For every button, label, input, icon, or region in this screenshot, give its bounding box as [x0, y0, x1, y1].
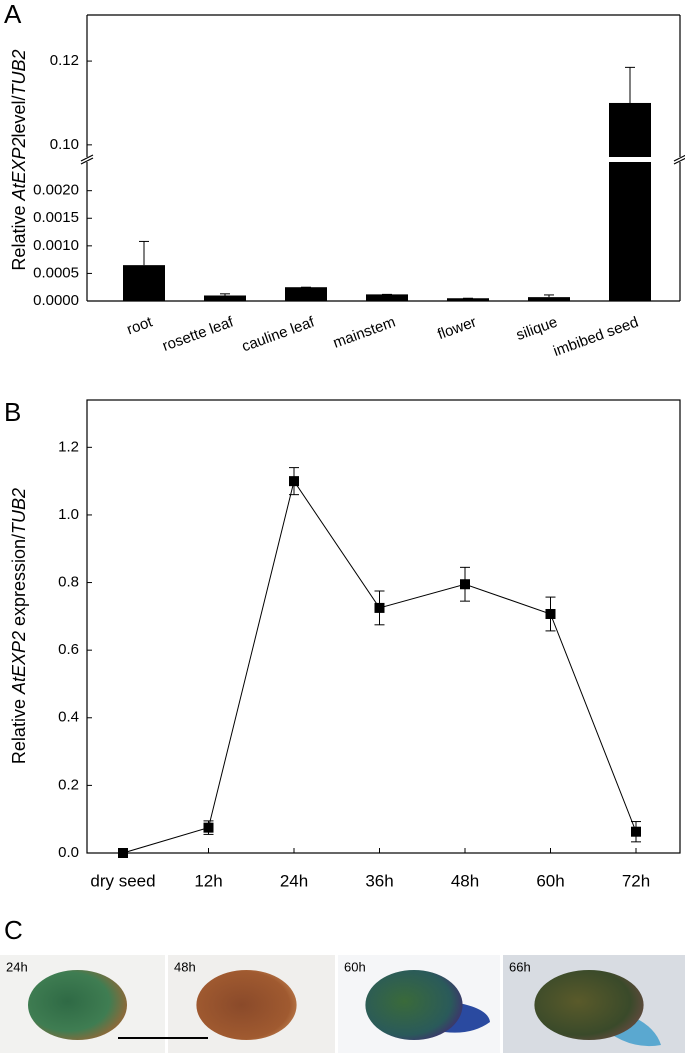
marker [203, 822, 214, 833]
axis-line [80, 157, 94, 165]
y-tick-label: 0.0 [58, 844, 79, 861]
x-tick-label: 24h [280, 871, 308, 890]
seed [28, 970, 127, 1040]
plot-frame [86, 399, 681, 854]
x-tick-label: 60h [536, 871, 564, 890]
x-tick-label: 72h [622, 871, 650, 890]
y-tick-label: 0.6 [58, 641, 79, 658]
y-tick-label: 0.2 [58, 776, 79, 793]
photo-label: 24h [6, 959, 28, 974]
y-axis-label-part: expression/ [9, 534, 29, 631]
bar [285, 287, 327, 301]
panel-label: B [4, 397, 21, 427]
seed [534, 970, 644, 1040]
y-tick-label: 0.10 [50, 136, 79, 153]
panel-label: C [4, 915, 23, 945]
x-tick-label: dry seed [90, 871, 155, 890]
y-axis-label-part: AtEXP2 [9, 137, 29, 201]
y-tick-label: 0.0010 [33, 237, 79, 254]
y-tick-label: 0.0020 [33, 182, 79, 199]
photo-label: 60h [344, 959, 366, 974]
bar [123, 265, 165, 301]
marker [374, 602, 385, 613]
y-tick-label: 1.2 [58, 438, 79, 455]
y-tick-label: 0.0015 [33, 209, 79, 226]
x-tick-label: 48h [451, 871, 479, 890]
bar [609, 162, 651, 301]
x-tick-label: cauline leaf [240, 313, 318, 355]
line [122, 479, 637, 854]
marker [460, 579, 470, 590]
y-axis-label-part: Relative [9, 201, 29, 271]
y-axis-label-part: level/ [9, 95, 29, 137]
panel-label: A [4, 0, 22, 29]
marker [118, 848, 128, 858]
x-tick-label: 12h [194, 871, 222, 890]
y-axis-label: Relative AtEXP2level/TUB2 [9, 49, 29, 270]
marker [545, 608, 556, 619]
bar [447, 298, 489, 301]
seed [196, 970, 297, 1040]
x-tick-label: rosette leaf [160, 313, 236, 355]
seed [365, 970, 463, 1040]
y-tick-label: 0.4 [58, 709, 79, 726]
bar [609, 102, 651, 157]
y-axis-label-part: AtEXP2 [9, 631, 29, 695]
y-axis-label: Relative AtEXP2 expression/TUB2 [9, 488, 29, 764]
x-tick-label: silique [514, 314, 560, 345]
y-axis-label-part: TUB2 [9, 49, 29, 95]
marker [289, 476, 299, 487]
x-tick-label: root [125, 313, 156, 338]
y-tick-label: 1.0 [58, 506, 79, 523]
y-tick-label: 0.8 [58, 574, 79, 591]
x-tick-label: imbibed seed [551, 314, 641, 360]
bar [366, 294, 408, 301]
photo-label: 48h [174, 959, 196, 974]
x-tick-label: mainstem [331, 314, 398, 352]
bar [204, 295, 246, 301]
x-tick-label: flower [435, 314, 478, 344]
photo-label: 66h [509, 959, 531, 974]
axis-line [80, 154, 94, 162]
y-axis-label-part: TUB2 [9, 488, 29, 534]
bar [528, 297, 570, 301]
axis-line [673, 154, 685, 162]
y-axis-label-part: Relative [9, 694, 29, 764]
y-tick-label: 0.0000 [33, 292, 79, 309]
marker [631, 826, 641, 837]
x-tick-label: 36h [365, 871, 393, 890]
axis-line [673, 157, 685, 165]
y-tick-label: 0.12 [50, 52, 79, 69]
y-tick-label: 0.0005 [33, 264, 79, 281]
